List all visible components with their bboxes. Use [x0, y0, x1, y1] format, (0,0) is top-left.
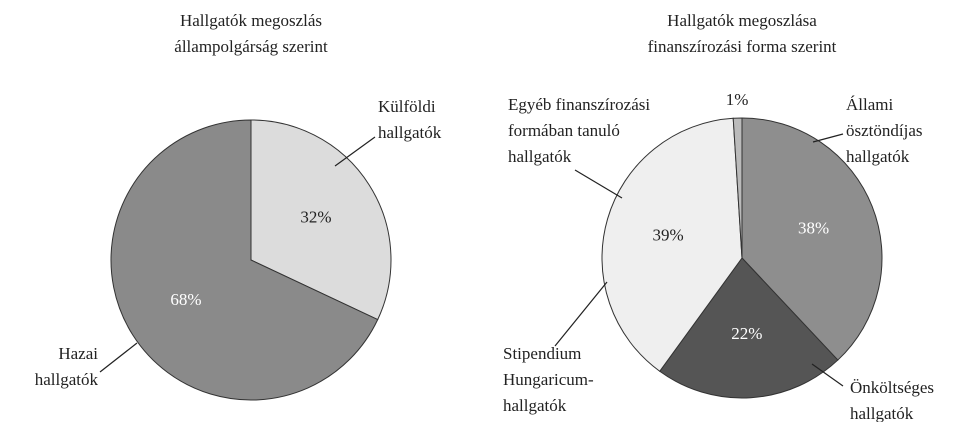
- legend-label: Hazai: [58, 344, 98, 363]
- pie-slice: [110, 119, 379, 401]
- legend-label: hallgatók: [378, 123, 442, 142]
- value-label: 39%: [652, 225, 683, 244]
- value-label: 38%: [798, 219, 829, 238]
- legend-label: ösztöndíjas: [846, 121, 923, 140]
- chart-title: állampolgárság szerint: [174, 37, 328, 56]
- legend-label: Állami: [846, 95, 893, 114]
- pie-slice: [250, 119, 392, 321]
- leader-line: [554, 281, 608, 347]
- value-label: 68%: [170, 290, 201, 309]
- legend-label: Stipendium: [503, 344, 581, 363]
- legend-label: Külföldi: [378, 97, 436, 116]
- leader-line: [99, 342, 138, 373]
- legend-label: hallgatók: [850, 404, 914, 422]
- legend-label: formában tanuló: [508, 121, 620, 140]
- leader-line: [334, 136, 376, 167]
- chart-title: Hallgatók megoszlás: [180, 11, 322, 30]
- chart-title: Hallgatók megoszlása: [667, 11, 817, 30]
- legend-label: Hungaricum-: [503, 370, 594, 389]
- value-label: 1%: [726, 90, 749, 109]
- legend-label: hallgatók: [503, 396, 567, 415]
- value-label: 22%: [731, 324, 762, 343]
- legend-label: Önköltséges: [850, 378, 934, 397]
- pie-slice: [741, 117, 883, 361]
- pie-slice: [732, 117, 743, 259]
- value-label: 32%: [300, 208, 331, 227]
- pie-slice: [601, 117, 743, 372]
- legend-label: hallgatók: [846, 147, 910, 166]
- legend-label: hallgatók: [35, 370, 99, 389]
- legend-label: Egyéb finanszírozási: [508, 95, 650, 114]
- leader-line: [811, 363, 844, 387]
- leader-line: [812, 133, 844, 143]
- legend-label: hallgatók: [508, 147, 572, 166]
- chart-title: finanszírozási forma szerint: [648, 37, 837, 56]
- leader-line: [574, 169, 623, 199]
